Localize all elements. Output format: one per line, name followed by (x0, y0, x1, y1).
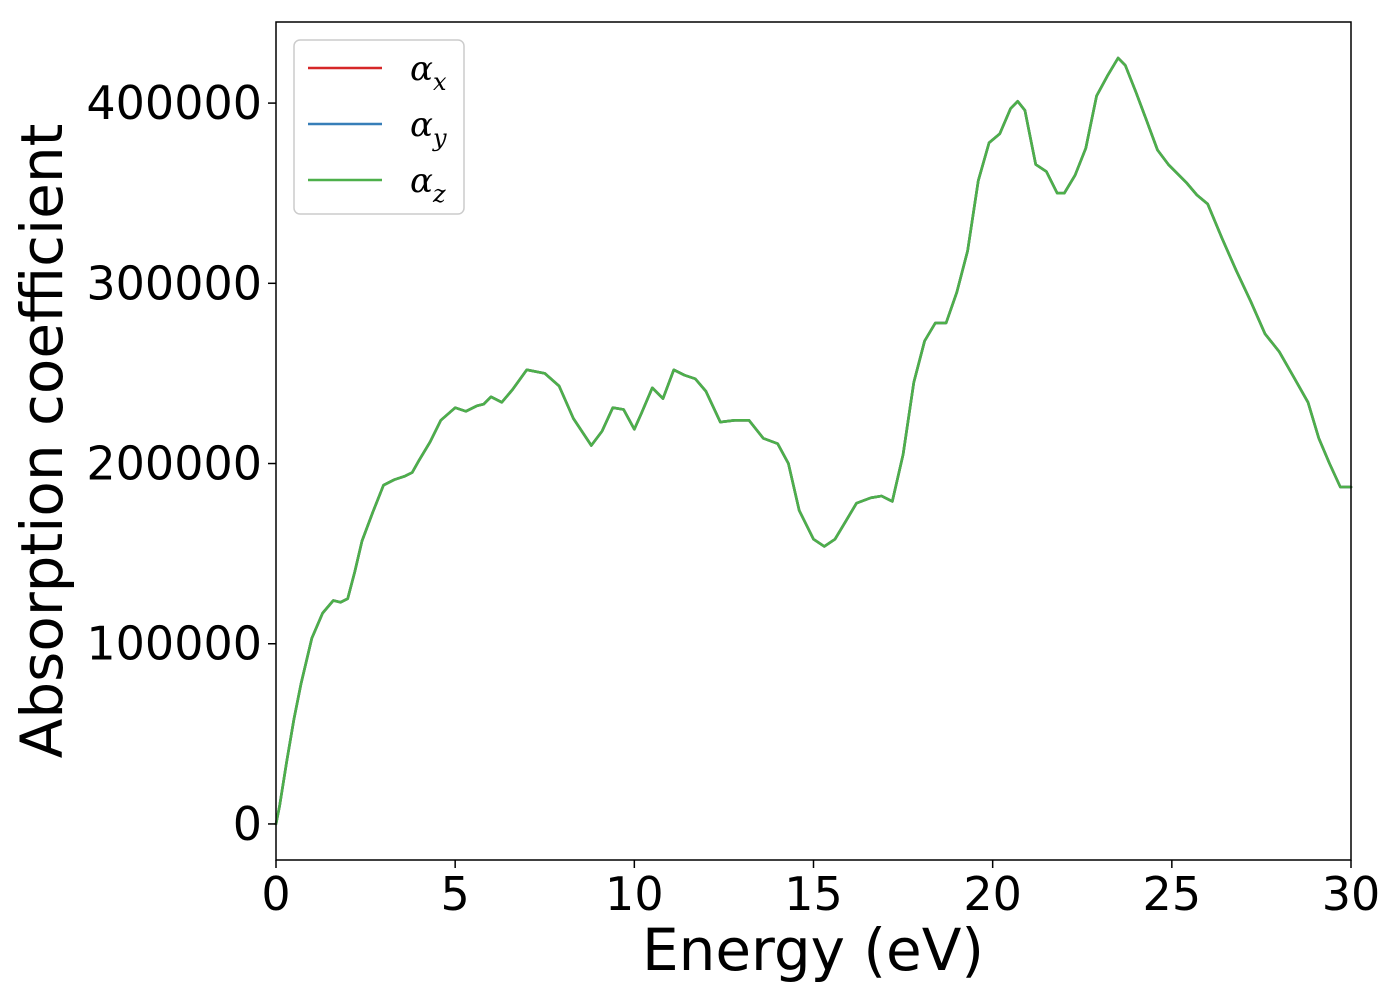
y-axis-ticks: 0 100000 200000 300000 400000 (86, 76, 276, 851)
y-tick-label: 200000 (86, 437, 262, 491)
legend-label-y: αy (410, 105, 447, 152)
x-tick-label: 5 (441, 867, 470, 921)
y-axis-label: Absorption coefficient (8, 124, 76, 759)
y-tick-label: 100000 (86, 617, 262, 671)
legend: αx αy αz (293, 39, 465, 215)
x-axis-label: Energy (eV) (642, 916, 984, 984)
x-tick-label: 25 (1143, 867, 1202, 921)
legend-label-z: αz (410, 161, 446, 208)
y-tick-label: 400000 (86, 76, 262, 130)
series-line-2 (274, 56, 1353, 826)
x-tick-label: 30 (1322, 867, 1381, 921)
y-tick-label: 0 (233, 797, 262, 851)
legend-box (293, 39, 465, 215)
x-tick-label: 10 (605, 867, 664, 921)
x-axis-ticks: 0 5 10 15 20 25 30 (261, 860, 1380, 921)
y-tick-label: 300000 (86, 256, 262, 310)
x-tick-label: 20 (963, 867, 1022, 921)
series-layer (274, 56, 1353, 826)
x-tick-label: 15 (784, 867, 843, 921)
legend-label-x: αx (410, 49, 447, 96)
x-tick-label: 0 (261, 867, 290, 921)
